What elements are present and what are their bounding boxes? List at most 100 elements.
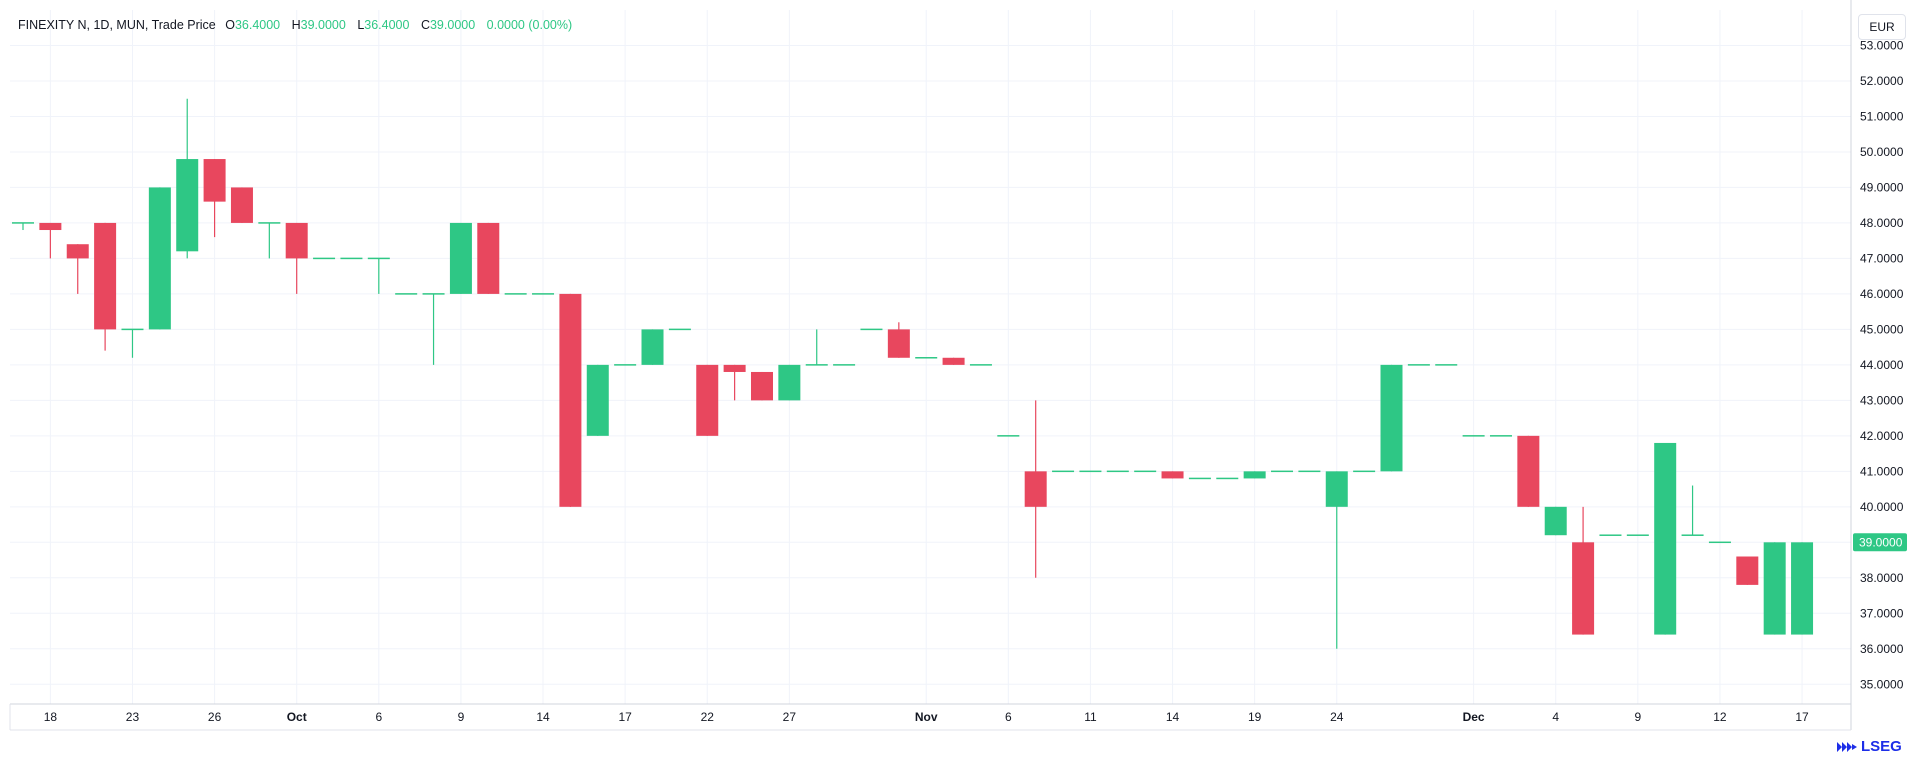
candle-body <box>1572 542 1595 635</box>
candle <box>449 222 472 294</box>
candle-body <box>449 222 472 294</box>
y-tick-label: 52.0000 <box>1860 74 1904 88</box>
x-tick-label: 12 <box>1713 710 1727 724</box>
candle-body <box>176 159 199 252</box>
candle <box>969 364 992 366</box>
x-tick-label: 27 <box>783 710 797 724</box>
candle-body <box>1052 470 1075 473</box>
candle <box>12 222 34 231</box>
candle-body <box>395 293 418 295</box>
candle <box>805 329 828 366</box>
candle-body <box>12 222 34 224</box>
candle <box>1353 470 1376 473</box>
candle-body <box>614 364 637 366</box>
candle <box>1052 470 1075 473</box>
candle-body <box>1243 471 1266 479</box>
candle <box>668 328 691 331</box>
x-tick-label: 6 <box>375 710 382 724</box>
candle-body <box>1599 534 1622 536</box>
candle <box>1681 485 1704 536</box>
x-tick-label: 19 <box>1248 710 1262 724</box>
candle <box>121 328 144 358</box>
candle-body <box>1024 471 1047 507</box>
y-tick-label: 35.0000 <box>1860 677 1904 691</box>
legend-header: FINEXITY N, 1D, MUN, Trade Price O36.400… <box>18 18 580 32</box>
candle <box>1791 542 1814 635</box>
x-tick-label: 23 <box>126 710 140 724</box>
candle-body <box>148 187 171 330</box>
candle <box>778 364 801 401</box>
candle <box>1216 477 1239 480</box>
candle-body <box>1106 470 1129 473</box>
candle <box>230 187 253 223</box>
candle <box>422 293 445 365</box>
candle <box>1298 470 1321 473</box>
currency-button[interactable]: EUR <box>1858 14 1906 40</box>
y-tick-label: 44.0000 <box>1860 358 1904 372</box>
candles <box>12 98 1814 649</box>
lseg-logo[interactable]: LSEG <box>1836 738 1902 755</box>
candle <box>39 222 62 259</box>
candle-body <box>887 329 910 358</box>
candle-body <box>1626 534 1649 536</box>
candle-body <box>1271 470 1294 473</box>
candle-body <box>668 328 691 331</box>
candle <box>1188 477 1211 480</box>
candle-body <box>1791 542 1814 635</box>
candle-body <box>532 293 555 295</box>
y-tick-label: 37.0000 <box>1860 606 1904 620</box>
candle <box>1599 534 1622 536</box>
candle <box>1271 470 1294 473</box>
candle <box>1435 364 1458 366</box>
x-tick-label: 17 <box>618 710 632 724</box>
candle <box>1243 471 1266 479</box>
candle-body <box>1435 364 1458 366</box>
y-tick-label: 42.0000 <box>1860 429 1904 443</box>
lseg-mark-icon <box>1837 742 1857 753</box>
candle <box>1106 470 1129 473</box>
candle-body <box>997 435 1020 437</box>
candle-body <box>230 187 253 223</box>
axes: 35.000036.000037.000038.000039.000040.00… <box>9 0 1907 731</box>
candle-body <box>833 364 856 366</box>
x-tick-label: Nov <box>915 710 938 724</box>
candle-body <box>340 257 363 260</box>
candle-body <box>1188 477 1211 480</box>
candle-body <box>258 222 281 224</box>
candle <box>395 293 418 295</box>
candle-body <box>1325 471 1348 507</box>
logo-text: LSEG <box>1861 738 1902 755</box>
low-label: L <box>357 18 365 32</box>
candle-body <box>1544 506 1567 536</box>
candle <box>340 257 363 260</box>
candle-body <box>1298 470 1321 473</box>
candle <box>1380 364 1403 472</box>
candle-body <box>121 328 144 331</box>
candle <box>1134 470 1157 473</box>
candle <box>532 293 555 295</box>
candle <box>887 322 910 358</box>
y-tick-label: 51.0000 <box>1860 109 1904 123</box>
candle <box>1407 364 1430 366</box>
y-tick-label: 41.0000 <box>1860 464 1904 478</box>
candle-body <box>203 159 226 202</box>
candle <box>997 435 1020 437</box>
candle-body <box>1517 435 1540 507</box>
candle <box>586 364 609 436</box>
change-value: 0.0000 (0.00%) <box>486 18 573 32</box>
candle <box>477 222 500 294</box>
candle <box>860 328 883 331</box>
candle <box>1024 400 1047 578</box>
candle <box>723 364 746 401</box>
candle-body <box>696 364 719 436</box>
candle-body <box>1161 471 1184 479</box>
x-tick-label: 9 <box>1634 710 1641 724</box>
y-tick-label: 47.0000 <box>1860 251 1904 265</box>
y-tick-label: 48.0000 <box>1860 216 1904 230</box>
candle-body <box>942 357 965 365</box>
candle-body <box>1736 556 1759 585</box>
candle <box>203 159 226 238</box>
candle <box>367 257 390 294</box>
candle <box>696 364 719 436</box>
